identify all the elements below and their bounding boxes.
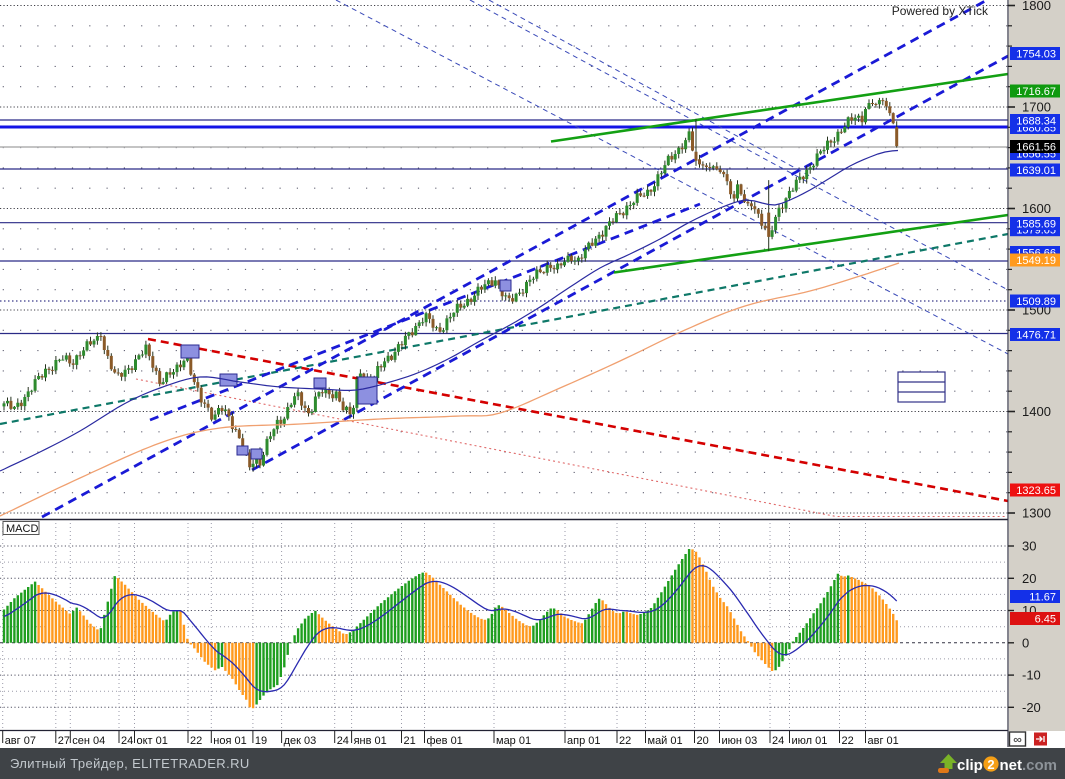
svg-text:1754.03: 1754.03 (1016, 49, 1056, 61)
svg-text:.com: .com (1022, 757, 1057, 774)
svg-text:1688.34: 1688.34 (1016, 116, 1056, 128)
svg-text:22: 22 (619, 735, 631, 747)
svg-text:дек 03: дек 03 (284, 735, 317, 747)
svg-text:янв 01: янв 01 (354, 735, 387, 747)
svg-text:21: 21 (404, 735, 416, 747)
svg-text:июн 03: июн 03 (722, 735, 758, 747)
svg-text:0: 0 (1022, 635, 1029, 650)
svg-text:Элитный Трейдер, ELITETRADER.R: Элитный Трейдер, ELITETRADER.RU (10, 756, 250, 771)
svg-text:1585.69: 1585.69 (1016, 219, 1056, 231)
svg-text:24: 24 (121, 735, 133, 747)
svg-text:1300: 1300 (1022, 506, 1051, 521)
svg-text:20: 20 (697, 735, 709, 747)
svg-text:-10: -10 (1022, 668, 1041, 683)
svg-text:net: net (1000, 757, 1023, 774)
svg-text:1549.19: 1549.19 (1016, 255, 1056, 267)
svg-text:1661.56: 1661.56 (1016, 142, 1056, 154)
svg-text:1476.71: 1476.71 (1016, 330, 1056, 342)
svg-text:авг 01: авг 01 (868, 735, 899, 747)
svg-text:май 01: май 01 (648, 735, 683, 747)
svg-text:22: 22 (190, 735, 202, 747)
svg-text:июл 01: июл 01 (792, 735, 828, 747)
svg-text:окт 01: окт 01 (137, 735, 168, 747)
svg-text:24: 24 (772, 735, 784, 747)
svg-text:1400: 1400 (1022, 404, 1051, 419)
svg-text:1323.65: 1323.65 (1016, 485, 1056, 497)
svg-text:1716.67: 1716.67 (1016, 86, 1056, 98)
svg-text:27: 27 (58, 735, 70, 747)
svg-text:апр 01: апр 01 (567, 735, 600, 747)
svg-text:19: 19 (255, 735, 267, 747)
svg-text:-20: -20 (1022, 700, 1041, 715)
svg-text:фев 01: фев 01 (427, 735, 463, 747)
svg-text:∞: ∞ (1013, 733, 1022, 747)
svg-text:1600: 1600 (1022, 201, 1051, 216)
svg-text:2: 2 (987, 757, 994, 772)
svg-text:1509.89: 1509.89 (1016, 296, 1056, 308)
svg-text:20: 20 (1022, 571, 1036, 586)
svg-text:1639.01: 1639.01 (1016, 165, 1056, 177)
svg-text:clip: clip (957, 757, 983, 774)
svg-text:11.67: 11.67 (1029, 592, 1056, 604)
svg-text:1700: 1700 (1022, 100, 1051, 115)
svg-text:ноя 01: ноя 01 (213, 735, 246, 747)
svg-text:6.45: 6.45 (1035, 614, 1056, 626)
svg-text:22: 22 (842, 735, 854, 747)
svg-text:Powered by XTick: Powered by XTick (892, 4, 989, 18)
svg-text:авг 07: авг 07 (5, 735, 36, 747)
svg-text:24: 24 (337, 735, 349, 747)
svg-text:мар 01: мар 01 (496, 735, 531, 747)
svg-text:1800: 1800 (1022, 0, 1051, 13)
svg-text:MACD: MACD (6, 523, 38, 535)
svg-text:сен 04: сен 04 (72, 735, 105, 747)
svg-text:30: 30 (1022, 539, 1036, 554)
